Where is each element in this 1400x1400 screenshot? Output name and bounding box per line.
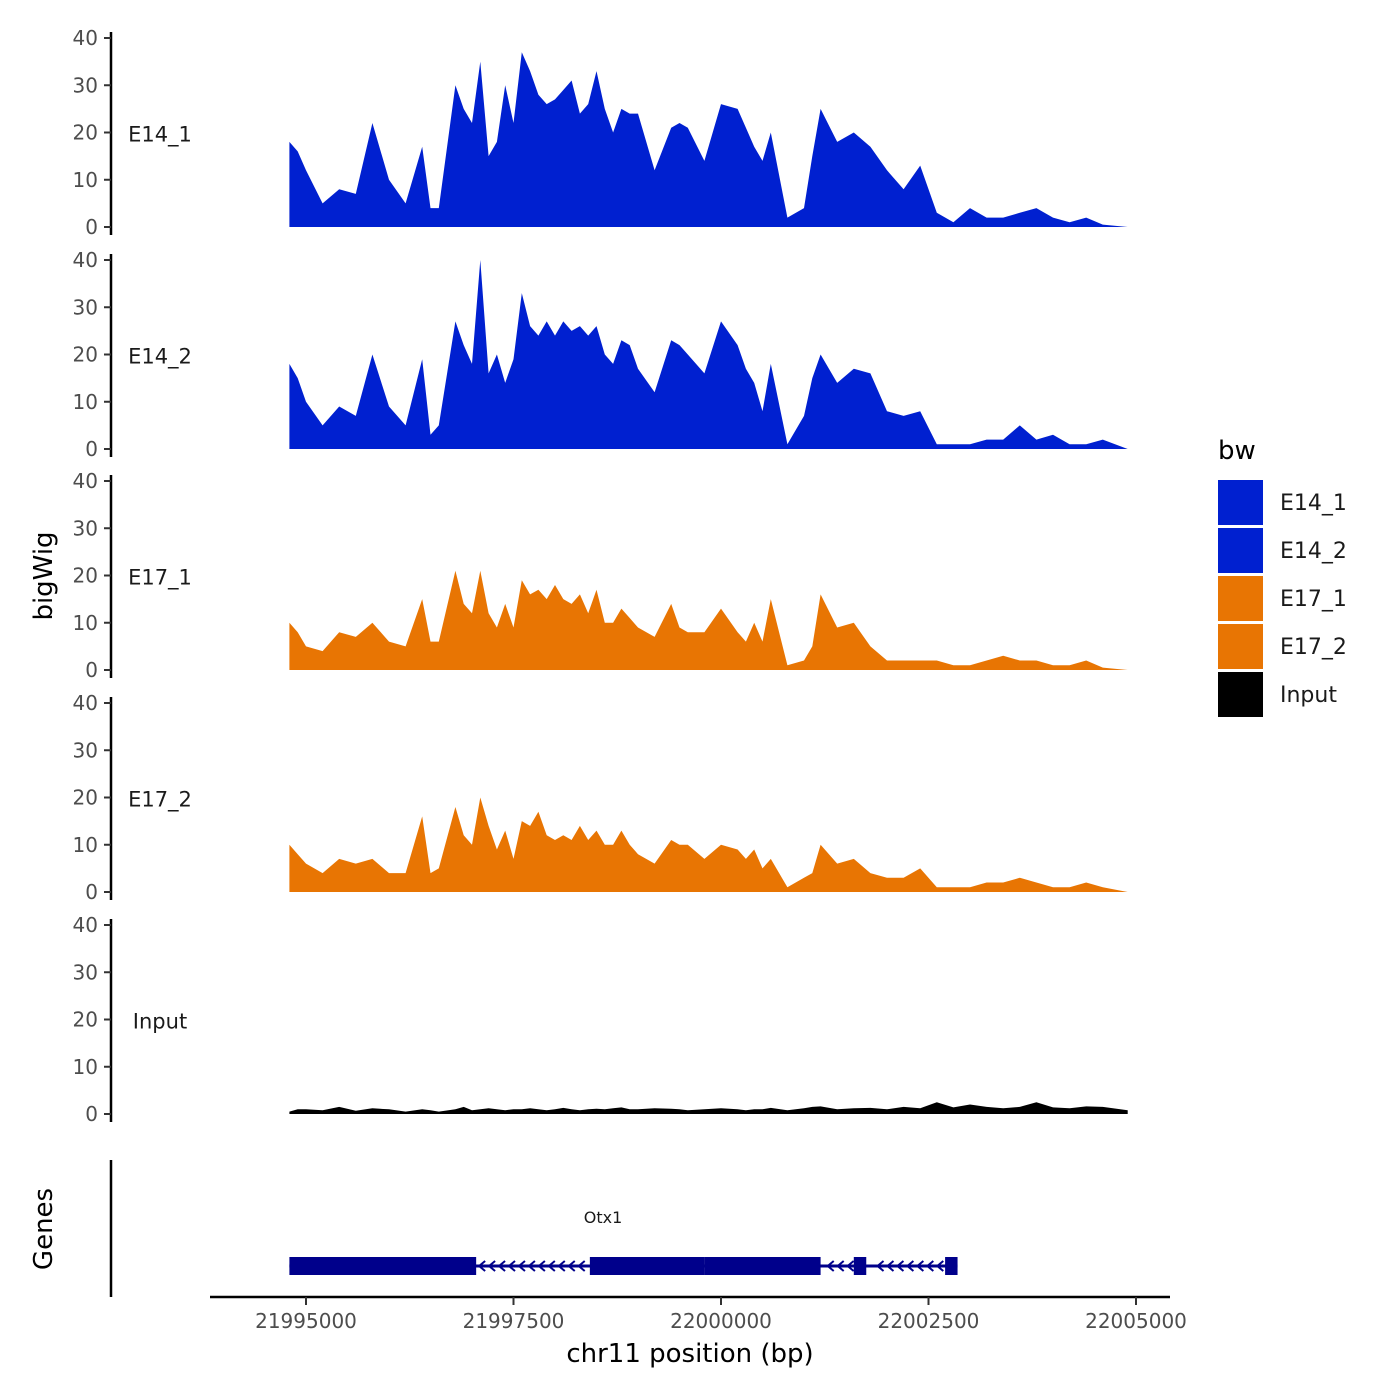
strand-arrow [905,1260,915,1272]
x-axis-title: chr11 position (bp) [566,1339,813,1369]
y-tick-label: 0 [85,215,98,239]
strand-arrow [517,1260,526,1272]
legend-key-E14_2 [1218,528,1263,573]
track-label: Input [133,1010,187,1034]
strand-arrow [925,1260,934,1272]
y-tick-label: 10 [73,611,98,635]
y-tick-label: 10 [73,833,98,857]
area-E17_1 [289,570,1128,670]
y-tick-label: 40 [73,248,98,272]
strand-arrow [507,1260,516,1272]
y-tick-label: 30 [73,73,98,97]
signal-tracks: 0 10 20 30 40 E14_1 0 10 20 30 40 E14_2 0 10 20 30 40 E17… [73,26,1128,1126]
gene-exon [289,1257,477,1275]
y-tick-label: 30 [73,738,98,762]
legend-label: E14_2 [1280,539,1347,564]
y-tick-label: 20 [73,564,98,588]
strand-arrow [547,1260,556,1272]
gene-exon [589,1257,705,1275]
area-Input [289,1102,1128,1114]
y-tick-label: 0 [85,658,98,682]
track-label: E17_2 [128,788,192,813]
legend: bw E14_1 E14_2 E17_1 E17_2 Input [1218,436,1347,717]
area-E17_2 [289,797,1128,892]
strand-arrow [537,1260,546,1272]
track-label: E14_2 [128,345,192,370]
strand-arrow [935,1260,944,1272]
track-E14_2: 0 10 20 30 40 E14_2 [73,248,1128,461]
legend-key-E17_1 [1218,576,1263,621]
y-tick-label: 40 [73,26,98,50]
strand-arrow [885,1260,895,1272]
y-tick-label: 30 [73,295,98,319]
area-E14_1 [289,52,1128,228]
strand-arrow [846,1260,855,1272]
y-tick-label: 40 [73,469,98,493]
area-E14_2 [289,260,1128,449]
y-tick-label: 20 [73,1008,98,1032]
y-tick-label: 10 [73,1055,98,1079]
y-tick-label: 30 [73,960,98,984]
y-tick-label: 40 [73,913,98,937]
legend-key-E14_1 [1218,480,1263,525]
y-tick-label: 0 [85,1102,98,1126]
legend-label: E17_2 [1280,635,1347,660]
x-tick-label: 21995000 [255,1309,357,1333]
x-tick-label: 21997500 [463,1309,565,1333]
legend-label: E14_1 [1280,491,1347,516]
gene-exon [945,1257,958,1275]
x-tick-label: 22002500 [878,1309,980,1333]
gene-name-label: Otx1 [584,1208,623,1227]
gene-track: Otx1 [109,1160,958,1297]
y-tick-label: 40 [73,691,98,715]
y-tick-label: 20 [73,786,98,810]
strand-arrow [497,1260,506,1272]
y-tick-label: 10 [73,168,98,192]
strand-arrow [527,1260,536,1272]
gene-exon [704,1257,821,1275]
legend-key-E17_2 [1218,624,1263,669]
gene-exon [853,1257,867,1275]
gene-track-title: Genes [29,1188,59,1270]
legend-label: E17_1 [1280,587,1347,612]
strand-arrow [557,1260,566,1272]
y-axis-title: bigWig [29,531,59,620]
strand-arrow [875,1260,885,1272]
y-tick-label: 0 [85,880,98,904]
y-tick-label: 30 [73,516,98,540]
x-tick-label: 22005000 [1085,1309,1187,1333]
track-E17_2: 0 10 20 30 40 E17_2 [73,691,1128,904]
track-E14_1: 0 10 20 30 40 E14_1 [73,26,1128,239]
x-axis: 21995000 21997500 22000000 22002500 22005000 [210,1295,1187,1333]
y-tick-label: 0 [85,437,98,461]
track-label: E17_1 [128,566,192,591]
x-tick-label: 22000000 [670,1309,772,1333]
strand-arrow [487,1260,496,1272]
strand-arrow [826,1260,835,1272]
strand-arrow [567,1260,576,1272]
strand-arrow [577,1260,586,1272]
y-tick-label: 20 [73,121,98,145]
y-tick-label: 10 [73,390,98,414]
legend-title: bw [1218,436,1256,466]
strand-arrow [836,1260,845,1272]
strand-arrow [895,1260,905,1272]
track-E17_1: 0 10 20 30 40 E17_1 [73,469,1128,682]
legend-key-Input [1218,672,1263,717]
strand-arrow [477,1260,486,1272]
track-Input: 0 10 20 30 40 Input [73,913,1128,1126]
strand-arrow [915,1260,925,1272]
y-tick-label: 20 [73,343,98,367]
legend-label: Input [1280,683,1337,708]
track-label: E14_1 [128,123,192,148]
